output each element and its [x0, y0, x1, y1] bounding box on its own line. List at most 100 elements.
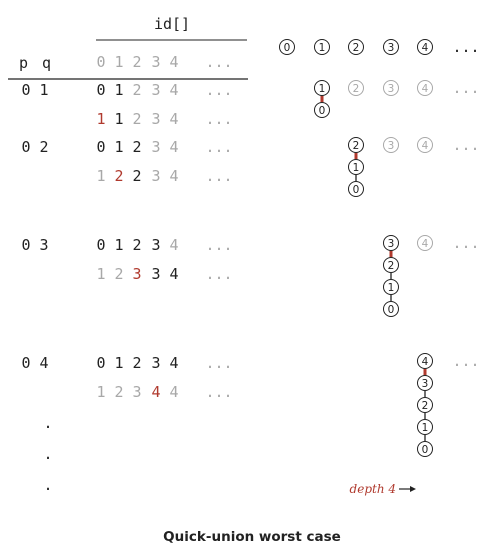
step-2-ellipsis: ... — [452, 234, 479, 252]
step-0-after-0: 1 — [96, 110, 105, 128]
continuation-dot-2: . — [43, 476, 52, 494]
step-2-node-label-2: 2 — [388, 260, 395, 272]
step-2-after-2: 3 — [132, 265, 141, 283]
step-0-node-label-0: 0 — [319, 105, 326, 117]
step-0-after-5: ... — [205, 110, 232, 128]
step-2-node-2 — [383, 257, 399, 273]
step-3-after-5: ... — [205, 383, 232, 401]
step-0-ellipsis: ... — [452, 79, 479, 97]
step-0-after-1: 1 — [114, 110, 123, 128]
step-1-before-0: 0 — [96, 138, 105, 156]
step-3-after-3: 4 — [151, 383, 160, 401]
step-1-grey-label-3: 3 — [388, 140, 395, 152]
step-2-after-5: ... — [205, 265, 232, 283]
step-2-node-label-3: 3 — [388, 238, 395, 250]
step-3-after-4: 4 — [169, 383, 178, 401]
step-1-grey-node-3 — [383, 137, 399, 153]
step-0-grey-label-4: 4 — [422, 83, 429, 95]
forest-node-4 — [417, 39, 433, 55]
step-3-before-2: 2 — [132, 354, 141, 372]
step-2-grey-label-4: 4 — [422, 238, 429, 250]
step-1-before-4: 4 — [169, 138, 178, 156]
step-2-after-1: 2 — [114, 265, 123, 283]
step-3-node-1 — [417, 419, 433, 435]
step-3-after-2: 3 — [132, 383, 141, 401]
step-2-after-3: 3 — [151, 265, 160, 283]
forest-node-2 — [348, 39, 364, 55]
step-3-before-5: ... — [205, 354, 232, 372]
step-0-node-0 — [314, 102, 330, 118]
step-1-before-2: 2 — [132, 138, 141, 156]
forest-node-label-1: 1 — [319, 42, 326, 54]
header-index-0: 0 — [96, 53, 105, 71]
step-0-pq: 0 1 — [21, 81, 48, 99]
forest-ellipsis: ... — [452, 38, 479, 56]
step-3-ellipsis: ... — [452, 352, 479, 370]
step-1-after-4: 4 — [169, 167, 178, 185]
header-q: q — [42, 54, 51, 72]
step-2-before-1: 1 — [114, 236, 123, 254]
step-1-node-label-2: 2 — [353, 140, 360, 152]
depth-label: depth 4 — [350, 482, 396, 496]
step-0-before-3: 3 — [151, 81, 160, 99]
step-2-before-2: 2 — [132, 236, 141, 254]
step-2-before-0: 0 — [96, 236, 105, 254]
step-3-node-label-0: 0 — [422, 444, 429, 456]
step-3-node-label-1: 1 — [422, 422, 429, 434]
step-0-before-1: 1 — [114, 81, 123, 99]
forest-node-1 — [314, 39, 330, 55]
step-2-pq: 0 3 — [21, 236, 48, 254]
step-1-after-0: 1 — [96, 167, 105, 185]
depth-arrow-head — [410, 486, 416, 492]
step-2-node-3 — [383, 235, 399, 251]
step-1-node-2 — [348, 137, 364, 153]
forest-node-0 — [279, 39, 295, 55]
step-3-node-2 — [417, 397, 433, 413]
step-3-pq: 0 4 — [21, 354, 48, 372]
forest-node-label-4: 4 — [422, 42, 429, 54]
step-3-node-0 — [417, 441, 433, 457]
step-3-node-3 — [417, 375, 433, 391]
step-0-before-2: 2 — [132, 81, 141, 99]
step-3-before-1: 1 — [114, 354, 123, 372]
step-0-grey-node-3 — [383, 80, 399, 96]
header-index-1: 1 — [114, 53, 123, 71]
header-index-2: 2 — [132, 53, 141, 71]
step-1-after-3: 3 — [151, 167, 160, 185]
step-2-before-5: ... — [205, 236, 232, 254]
continuation-dot-0: . — [43, 414, 52, 432]
step-1-ellipsis: ... — [452, 136, 479, 154]
step-1-node-label-0: 0 — [353, 184, 360, 196]
step-2-grey-node-4 — [417, 235, 433, 251]
step-3-before-4: 4 — [169, 354, 178, 372]
step-0-before-0: 0 — [96, 81, 105, 99]
step-0-after-3: 3 — [151, 110, 160, 128]
forest-node-label-3: 3 — [388, 42, 395, 54]
step-1-node-label-1: 1 — [353, 162, 360, 174]
forest-node-3 — [383, 39, 399, 55]
step-0-after-4: 4 — [169, 110, 178, 128]
step-1-before-5: ... — [205, 138, 232, 156]
id-array-title: id[] — [154, 15, 190, 33]
header-p: p — [19, 54, 28, 72]
step-0-grey-node-2 — [348, 80, 364, 96]
header-index-5: ... — [205, 53, 232, 71]
step-2-before-3: 3 — [151, 236, 160, 254]
step-1-before-1: 1 — [114, 138, 123, 156]
forest-node-label-2: 2 — [353, 42, 360, 54]
header-index-3: 3 — [151, 53, 160, 71]
step-2-before-4: 4 — [169, 236, 178, 254]
step-3-after-0: 1 — [96, 383, 105, 401]
step-0-before-4: 4 — [169, 81, 178, 99]
step-1-node-1 — [348, 159, 364, 175]
step-3-before-3: 3 — [151, 354, 160, 372]
step-1-grey-label-4: 4 — [422, 140, 429, 152]
step-2-node-label-1: 1 — [388, 282, 395, 294]
step-1-after-2: 2 — [132, 167, 141, 185]
step-2-after-0: 1 — [96, 265, 105, 283]
step-0-after-2: 2 — [132, 110, 141, 128]
step-0-grey-label-3: 3 — [388, 83, 395, 95]
figure-caption: Quick-union worst case — [163, 529, 341, 545]
header-index-4: 4 — [169, 53, 178, 71]
step-2-node-0 — [383, 301, 399, 317]
